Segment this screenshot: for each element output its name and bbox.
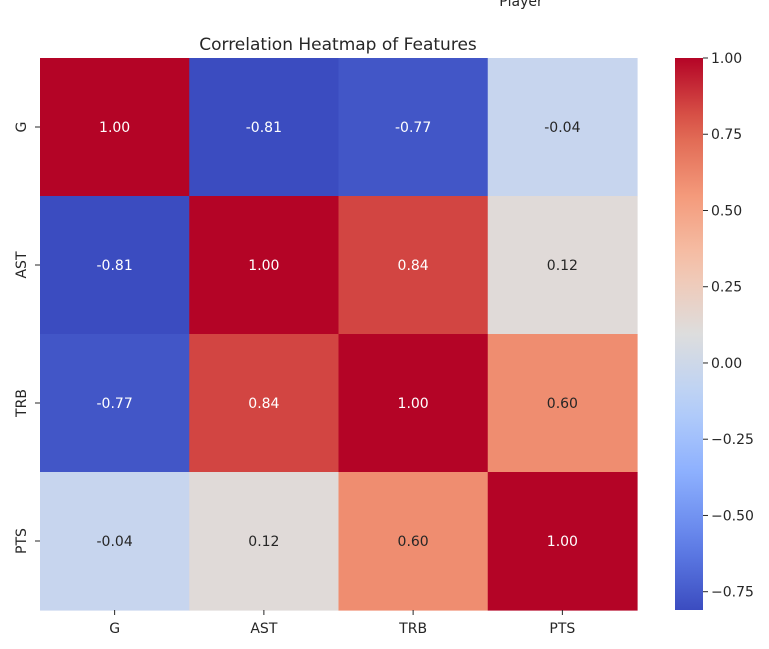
chart-title: Correlation Heatmap of Features — [199, 35, 477, 55]
cell-value-label: -0.77 — [395, 120, 431, 136]
heatmap-cell — [487, 196, 638, 335]
cell-value-label: 1.00 — [398, 396, 429, 412]
cell-value-label: 0.60 — [547, 396, 578, 412]
x-tick-label: TRB — [398, 621, 427, 637]
colorbar-tick-label: −0.50 — [711, 508, 754, 524]
x-tick-label: AST — [250, 621, 277, 637]
cell-value-label: 1.00 — [547, 534, 578, 550]
x-axis: G AST TRB PTS — [109, 610, 575, 637]
heatmap-cell — [40, 58, 190, 197]
heatmap-cell — [189, 58, 340, 197]
x-tick-label: G — [109, 621, 120, 637]
heatmap-cell — [487, 472, 638, 611]
heatmap-cell — [189, 196, 340, 335]
heatmap-cell — [338, 196, 489, 335]
colorbar-tick-label: 0.00 — [711, 356, 742, 372]
cell-value-label: -0.81 — [246, 120, 282, 136]
heatmap-cell — [487, 334, 638, 473]
y-tick-label: AST — [14, 251, 30, 278]
colorbar-tick-label: −0.25 — [711, 432, 754, 448]
cell-value-label: -0.04 — [544, 120, 580, 136]
heatmap-cell — [338, 58, 489, 197]
cell-value-label: 0.84 — [248, 396, 279, 412]
colorbar-tick-label: 0.50 — [711, 203, 742, 219]
colorbar — [675, 58, 703, 610]
colorbar-tick-label: 0.75 — [711, 127, 742, 143]
y-axis: G AST TRB PTS — [14, 122, 40, 554]
colorbar-tick-label: 1.00 — [711, 51, 742, 67]
heatmap-cell — [189, 334, 340, 473]
heatmap-cell — [40, 472, 190, 611]
heatmap-grid: 1.00 -0.81 -0.77 -0.04 -0.81 1.00 0.84 0.12 -0.7… — [40, 58, 638, 611]
x-tick-label: PTS — [549, 621, 575, 637]
colorbar-axis: 1.00 0.75 0.50 0.25 0.00 −0.25 −0.50 −0.75 — [703, 51, 754, 601]
heatmap-cell — [40, 334, 190, 473]
cell-value-label: 0.12 — [248, 534, 279, 550]
cell-value-label: -0.77 — [97, 396, 133, 412]
cell-value-label: 1.00 — [248, 258, 279, 274]
cell-value-label: 1.00 — [99, 120, 130, 136]
heatmap-cell — [40, 196, 190, 335]
y-tick-label: PTS — [14, 528, 30, 554]
y-tick-label: TRB — [14, 389, 30, 418]
overflow-label: Player — [499, 0, 543, 10]
cell-value-label: -0.81 — [97, 258, 133, 274]
heatmap-cell — [189, 472, 340, 611]
heatmap-cell — [338, 334, 489, 473]
cell-value-label: 0.12 — [547, 258, 578, 274]
heatmap-cell — [338, 472, 489, 611]
heatmap-cell — [487, 58, 638, 197]
cell-value-label: 0.60 — [398, 534, 429, 550]
cell-value-label: 0.84 — [398, 258, 429, 274]
colorbar-tick-label: −0.75 — [711, 585, 754, 601]
colorbar-tick-label: 0.25 — [711, 280, 742, 296]
y-tick-label: G — [14, 122, 30, 133]
cell-value-label: -0.04 — [97, 534, 133, 550]
